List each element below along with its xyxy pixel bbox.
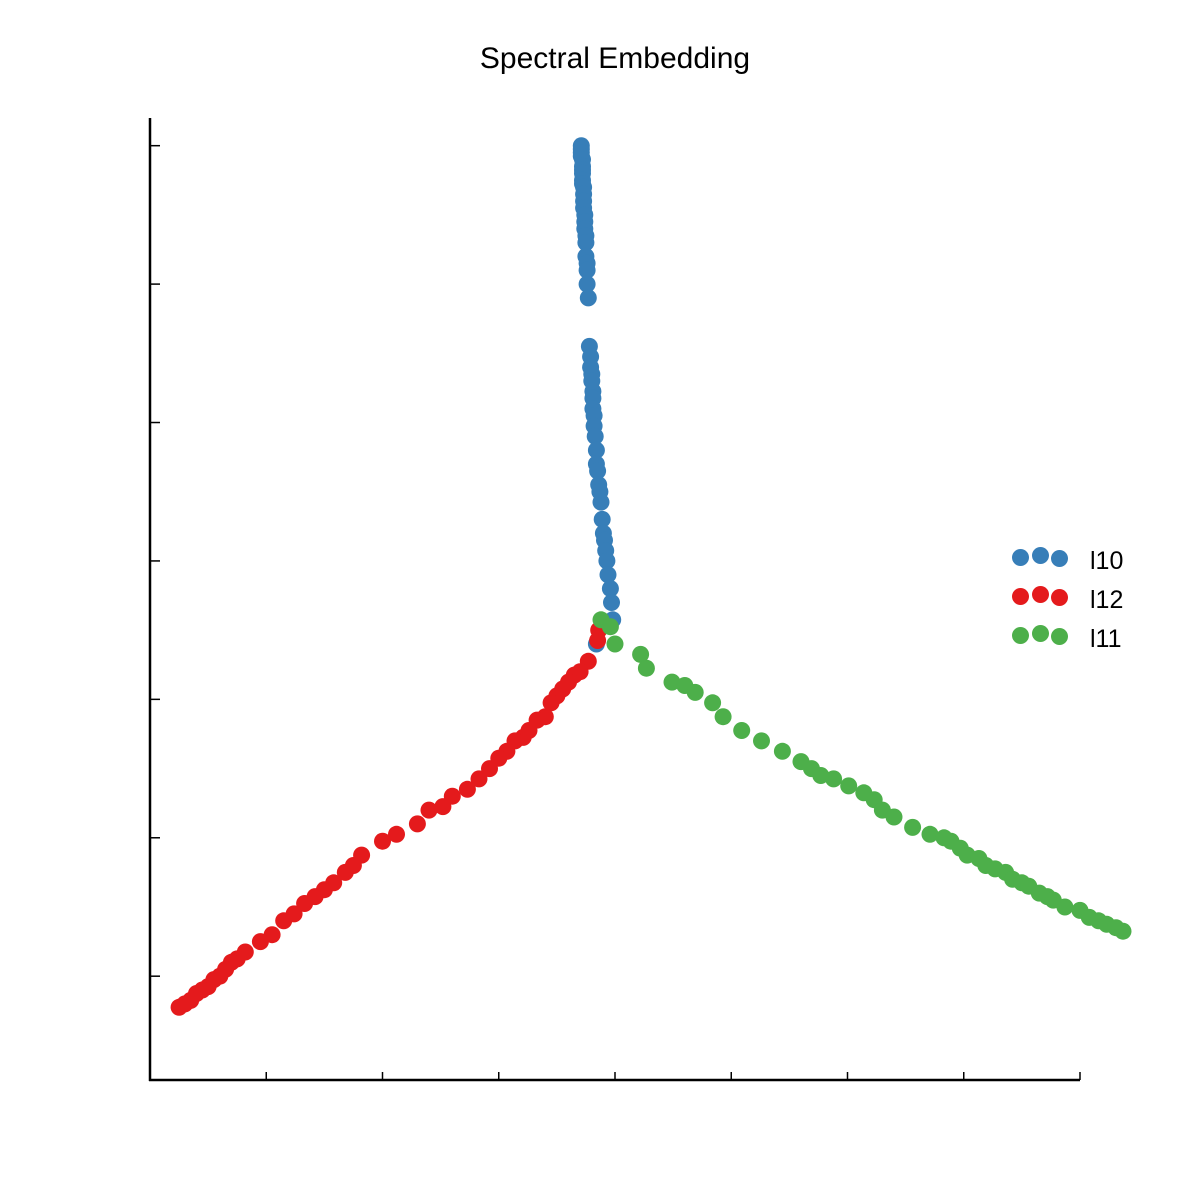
legend-label: l11 xyxy=(1090,625,1122,653)
data-point xyxy=(275,912,293,930)
legend-dot xyxy=(1011,588,1029,605)
data-point xyxy=(579,289,597,307)
data-point xyxy=(714,708,732,726)
legend-entry: l12 xyxy=(1010,581,1123,620)
legend-marker-icon xyxy=(1010,586,1070,616)
data-point xyxy=(470,770,488,788)
data-point xyxy=(296,895,314,912)
data-point xyxy=(904,818,922,836)
series-l10 xyxy=(572,137,622,653)
legend-dot xyxy=(1050,628,1068,645)
data-point xyxy=(578,275,596,293)
series-l12 xyxy=(170,621,608,1016)
data-point xyxy=(601,580,619,598)
data-point xyxy=(434,798,452,816)
data-point xyxy=(825,770,843,788)
data-point xyxy=(603,594,620,611)
legend-dot xyxy=(1050,589,1068,606)
legend-marker-icon xyxy=(1010,625,1070,655)
data-point xyxy=(921,825,939,843)
legend-dot xyxy=(1050,550,1068,567)
data-point xyxy=(589,462,607,480)
data-point xyxy=(170,998,188,1016)
data-point xyxy=(481,760,498,778)
data-point xyxy=(578,261,596,279)
data-point xyxy=(542,694,560,712)
data-point xyxy=(388,825,405,843)
data-point xyxy=(606,635,624,653)
data-point xyxy=(589,632,607,649)
axes xyxy=(148,118,1081,1082)
data-point xyxy=(686,683,704,701)
legend-dot xyxy=(1031,547,1049,564)
data-point xyxy=(885,808,903,826)
data-point xyxy=(336,863,354,881)
data-point xyxy=(592,493,610,511)
legend-dot xyxy=(1011,549,1029,566)
legend: l10 l12 l11 xyxy=(1010,542,1123,659)
data-point xyxy=(408,815,426,833)
data-point xyxy=(753,732,770,750)
data-point xyxy=(599,566,617,584)
data-point xyxy=(458,780,476,798)
legend-dot xyxy=(1031,586,1049,603)
data-point xyxy=(374,832,391,850)
data-point xyxy=(704,694,722,712)
data-point xyxy=(420,801,438,819)
data-point xyxy=(733,722,751,739)
legend-dot xyxy=(1011,627,1029,644)
data-point xyxy=(1114,922,1132,940)
data-point xyxy=(637,659,655,677)
data-point xyxy=(587,441,605,459)
data-point xyxy=(840,777,858,795)
legend-entry: l10 xyxy=(1010,542,1123,581)
data-point xyxy=(601,618,619,636)
data-points xyxy=(170,137,1132,1016)
data-point xyxy=(773,742,791,760)
legend-label: l12 xyxy=(1090,586,1124,614)
legend-marker-icon xyxy=(1010,547,1070,577)
chart-title: Spectral Embedding xyxy=(479,42,751,75)
data-point xyxy=(577,234,595,252)
data-point xyxy=(663,673,681,691)
legend-dot xyxy=(1031,625,1049,642)
data-point xyxy=(632,645,650,663)
data-point xyxy=(586,427,604,445)
legend-entry: l11 xyxy=(1010,620,1123,659)
data-point xyxy=(593,510,611,528)
data-point xyxy=(251,933,269,951)
data-point xyxy=(812,767,830,784)
data-point xyxy=(598,552,616,570)
data-point xyxy=(1056,898,1074,916)
series-l11 xyxy=(592,611,1132,940)
legend-label: l10 xyxy=(1090,547,1124,575)
